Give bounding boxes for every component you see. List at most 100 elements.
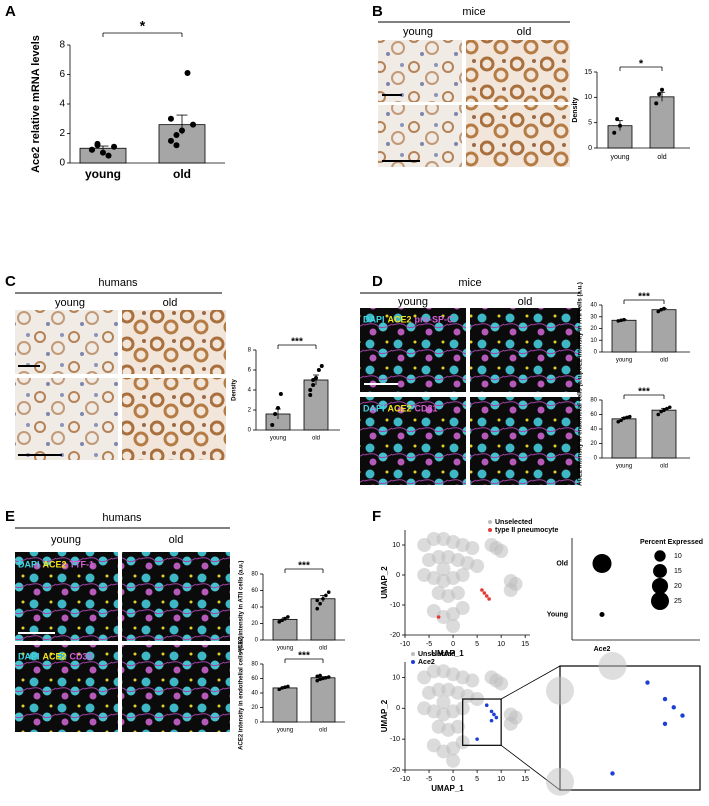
data-point [618, 123, 622, 128]
y-tick-label: 40 [590, 303, 597, 309]
y-tick-label: 4 [59, 99, 65, 110]
x-tick-label: young [616, 358, 632, 364]
data-point [167, 115, 174, 122]
data-point [105, 152, 112, 159]
data-point [88, 146, 95, 153]
stain-label: DAPI [363, 314, 385, 324]
data-point [315, 606, 320, 611]
group-label: young [55, 297, 85, 309]
cell-cloud [426, 664, 441, 679]
inset-point [662, 696, 668, 702]
x-tick-label: -10 [400, 776, 410, 783]
x-tick-label: 10 [497, 641, 505, 648]
size-legend-label: 15 [674, 568, 682, 575]
panel-letter: C [5, 273, 16, 290]
cell-point [436, 615, 441, 619]
data-point [659, 409, 663, 414]
data-point [665, 406, 669, 411]
cell-cloud [436, 695, 451, 710]
y-axis-label: Ace2 relative mRNA levels [30, 35, 42, 173]
data-point [326, 590, 331, 594]
legend-marker [411, 652, 415, 656]
size-legend-label: 25 [674, 598, 682, 605]
data-point [277, 687, 282, 692]
data-point [627, 414, 632, 419]
x-tick-label: old [319, 728, 327, 734]
data-point [286, 684, 290, 689]
legend-marker [488, 520, 492, 524]
y-tick-label: -10 [390, 736, 400, 743]
y-tick-label: 80 [590, 398, 597, 404]
stain-label: ACE2 [43, 651, 67, 661]
x-tick-label: 0 [451, 776, 455, 783]
y-tick-label: -20 [390, 632, 400, 639]
legend-label: type II pneumocyte [495, 527, 559, 534]
data-point [167, 137, 174, 144]
data-point [612, 130, 617, 135]
y-tick-label: 0 [255, 720, 259, 726]
data-point [324, 675, 328, 680]
cell-cloud [470, 559, 485, 573]
y-tick-label: 40 [251, 605, 258, 611]
species-label: humans [102, 512, 142, 524]
y-tick-label: 10 [584, 94, 592, 101]
inset-point [671, 705, 676, 710]
y-axis-label: ACE2 intensity in endothelial cells (a.u… [239, 636, 245, 750]
y-tick-label: 10 [590, 338, 597, 344]
bar [651, 309, 677, 353]
data-point [622, 416, 626, 420]
data-point [318, 673, 322, 678]
data-point [173, 131, 180, 138]
significance: *** [298, 561, 310, 572]
y-tick-label: 20 [590, 441, 597, 447]
cell-cloud [446, 753, 461, 768]
x-tick-label: old [312, 436, 320, 442]
x-tick-label: old [660, 464, 668, 470]
y-tick-label: 20 [251, 621, 258, 627]
x-tick-label: young [610, 154, 629, 161]
bar [651, 409, 677, 459]
y-tick-label: -20 [390, 767, 400, 774]
x-tick-label: young [85, 167, 121, 181]
y-axis-label: ACE2 intensity in ATII cells (a.u.) [239, 561, 245, 654]
data-point [173, 142, 180, 149]
cell-cloud [494, 676, 509, 691]
y-tick-label: 0 [59, 158, 65, 169]
stain-label: ACE2 [388, 403, 412, 413]
x-tick-label: 15 [521, 776, 529, 783]
data-point [308, 393, 313, 397]
cell-cloud [450, 586, 465, 600]
data-point [667, 405, 672, 410]
x-tick-label: 15 [521, 641, 529, 648]
data-point [615, 117, 620, 122]
y-tick-label: 0 [588, 145, 592, 152]
data-point [315, 674, 320, 679]
y-axis-label: Density [232, 379, 238, 401]
inset-point [645, 680, 650, 685]
data-point [319, 364, 324, 368]
data-point [318, 677, 322, 682]
legend-label: Unselected [418, 651, 455, 658]
y-tick-label: 2 [248, 408, 252, 414]
bar [611, 418, 637, 459]
data-point [314, 376, 318, 380]
x-axis-label: UMAP_1 [431, 784, 464, 793]
y-tick-label: 0 [255, 638, 259, 644]
data-point [280, 618, 284, 622]
y-tick-label: 60 [251, 676, 258, 682]
cell-point [484, 594, 489, 598]
data-point [273, 412, 278, 416]
y-axis-label: ACE2 intensity in ATII cells (a.u.) [578, 282, 584, 375]
data-point [654, 101, 659, 106]
inset-point [662, 721, 668, 727]
x-tick-label: young [277, 646, 293, 652]
data-point [619, 418, 623, 423]
y-tick-label: 4 [248, 388, 252, 394]
group-label: young [403, 26, 433, 38]
cell-point [480, 588, 484, 592]
y-tick-label: 20 [251, 705, 258, 711]
significance: *** [638, 387, 650, 398]
data-point [625, 415, 629, 420]
dot [599, 611, 605, 618]
y-tick-label: 10 [392, 542, 400, 549]
